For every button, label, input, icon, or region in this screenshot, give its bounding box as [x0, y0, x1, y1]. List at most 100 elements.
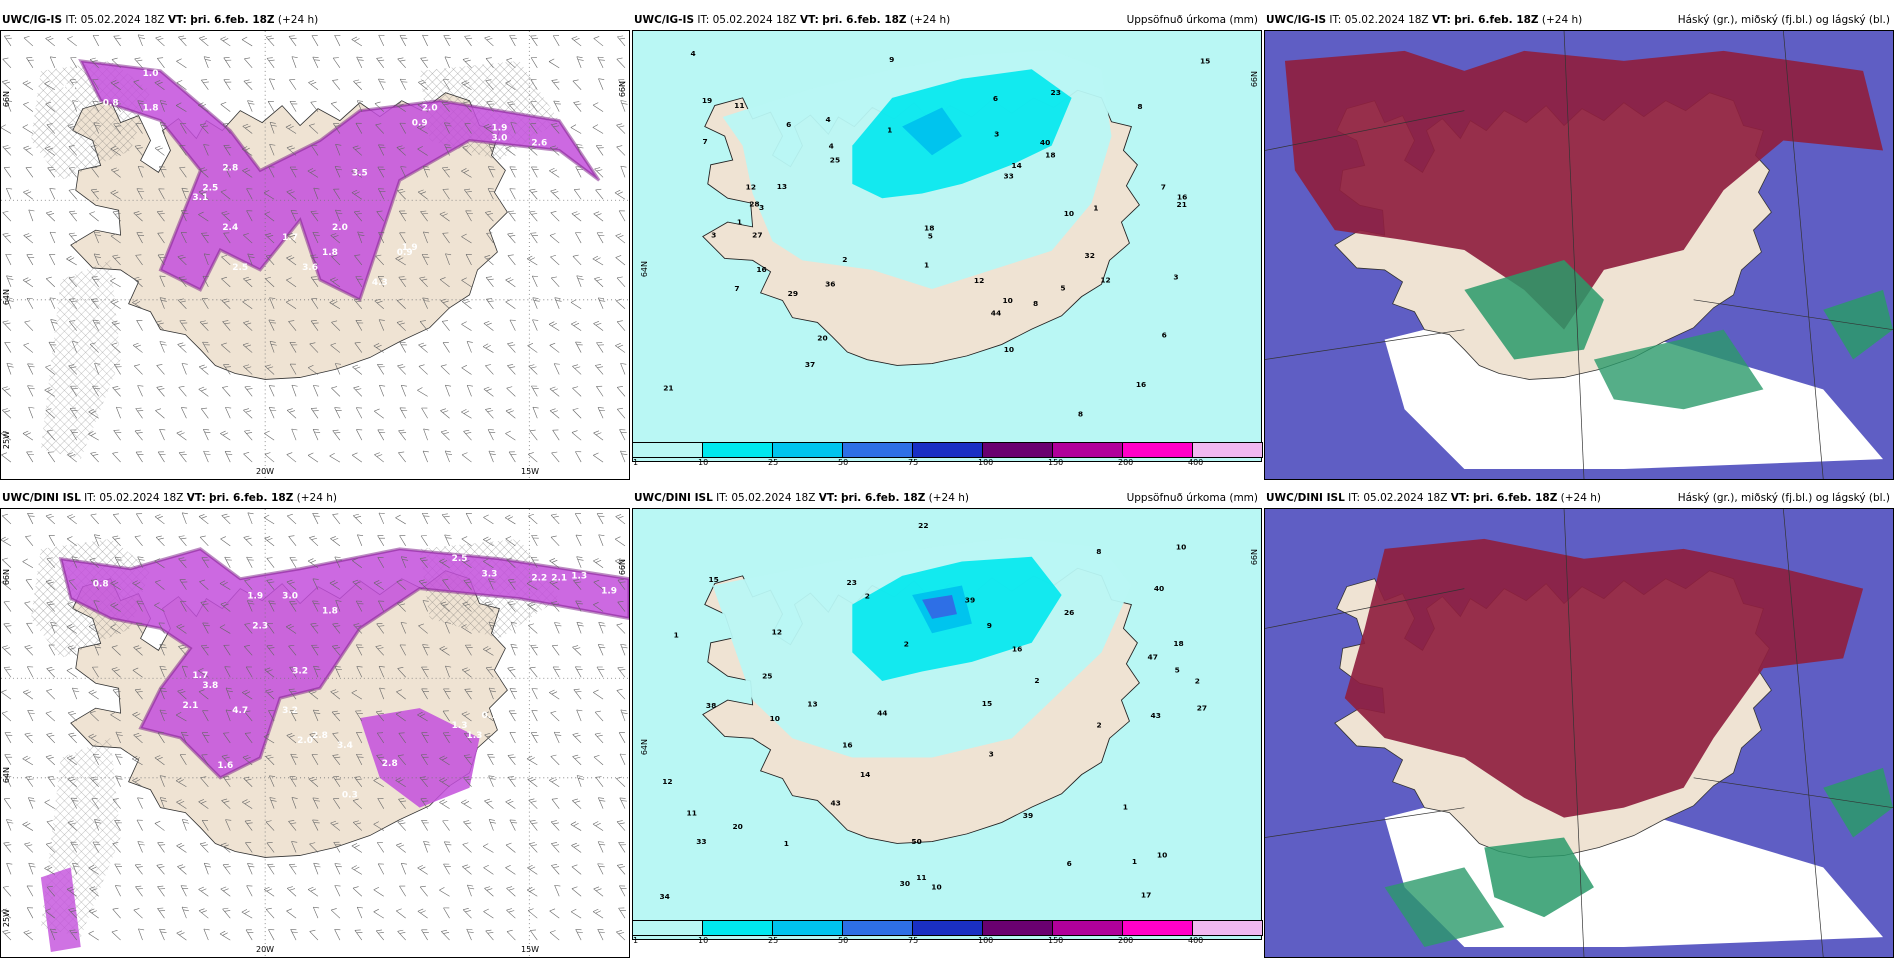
wind-barb [155, 408, 165, 419]
wind-barb [571, 36, 582, 47]
cloud-title: Háský (gr.), miðský (fj.bl.) og lágský (… [1677, 14, 1890, 26]
wind-barb [27, 513, 35, 525]
wind-barb [592, 821, 604, 831]
axis-label-66n: 66N [1250, 549, 1259, 566]
wind-barb [531, 557, 539, 568]
wind-barb [528, 623, 538, 634]
wind-barb [528, 513, 538, 525]
precip-amount-label: 16 [1012, 644, 1022, 653]
wind-barb [616, 623, 626, 634]
wind-barb [467, 884, 475, 897]
wind-barb [201, 298, 209, 309]
wind-barb [505, 799, 516, 809]
graticule [1265, 588, 1465, 629]
wind-barb [616, 688, 626, 700]
precip-value-label: 0.5 [247, 49, 263, 59]
wind-barb [335, 600, 342, 612]
wind-barb [88, 733, 99, 744]
wind-barb [398, 798, 407, 809]
wind-barb [482, 343, 494, 353]
wind-barb [483, 386, 494, 397]
accumulated-precip-map: 10 12 38 8 1 43 11 10 2 15 10 2 22 27 39 50 39 43 47 40 44 33… [632, 508, 1262, 940]
colorbar-swatch [1052, 920, 1123, 936]
wind-barb [571, 430, 582, 441]
wind-barb [507, 101, 516, 112]
wind-barb [310, 254, 319, 266]
wind-barb [379, 687, 386, 700]
wind-barb [307, 558, 319, 568]
wind-barb [201, 232, 209, 244]
wind-barb [488, 622, 496, 634]
wind-barb [439, 211, 450, 222]
wind-barb [398, 451, 406, 463]
wind-barb [376, 210, 385, 222]
map-svg [1265, 509, 1893, 957]
lead-time: (+24 h) [909, 14, 951, 26]
wind-barb [575, 534, 582, 546]
wind-barb [310, 407, 319, 419]
wind-barb [509, 819, 518, 831]
wind-barb [307, 452, 319, 463]
precip-amount-label: 3 [1173, 272, 1178, 281]
wind-barb [397, 57, 406, 69]
wind-barb [571, 842, 582, 853]
wind-barb [221, 254, 231, 266]
wind-barb [93, 600, 100, 612]
wind-barb [618, 841, 626, 853]
wind-barb [351, 168, 363, 178]
wind-barb [115, 775, 123, 787]
wind-barb [442, 232, 450, 244]
wind-barb [419, 557, 428, 568]
wind-barb [266, 842, 275, 853]
wind-barb [45, 101, 56, 112]
wind-barb [113, 363, 122, 375]
wind-barb [286, 408, 297, 419]
wind-barb [595, 188, 604, 200]
wind-barb [199, 167, 209, 178]
wind-barb [45, 364, 56, 375]
wind-barb [110, 277, 121, 288]
wind-barb [615, 233, 626, 244]
precip-value-label: 1.9 [491, 124, 507, 134]
wind-barb [137, 797, 144, 809]
wind-barb [48, 535, 56, 546]
wind-barb [529, 429, 538, 441]
colorbar-swatch [842, 442, 913, 458]
wind-barb [616, 776, 626, 787]
wind-barb [136, 320, 143, 331]
precip-value-label: 2.0 [332, 223, 348, 233]
wind-barb [332, 57, 341, 69]
precip-amount-label: 39 [965, 596, 975, 605]
wind-barb [617, 35, 626, 47]
wind-barb [265, 754, 275, 766]
wind-barb [444, 622, 451, 634]
wind-barb [288, 535, 297, 547]
graticule [1265, 329, 1465, 360]
precip-amount-label: 44 [877, 709, 887, 718]
wind-barb [423, 428, 430, 441]
wind-barb [442, 820, 450, 831]
wind-barb [136, 232, 145, 244]
precip-value-label: 2.0 [297, 736, 313, 746]
wind-barb [264, 430, 275, 441]
wind-barb [310, 320, 319, 331]
wind-barb [2, 885, 12, 897]
it-label: IT: [716, 492, 729, 504]
wind-barb [616, 386, 626, 397]
wind-barb [111, 320, 121, 331]
wind-barb [598, 622, 606, 634]
wind-barb [549, 342, 560, 353]
wind-barb [375, 254, 384, 266]
it-value: 05.02.2024 18Z [80, 14, 165, 26]
wind-barb [132, 711, 143, 722]
wind-barb [111, 667, 121, 678]
wind-barb [530, 644, 539, 656]
cloud-cover-map [1264, 30, 1894, 480]
wind-barb [46, 211, 56, 222]
wind-barb [223, 363, 231, 375]
wind-barb [199, 320, 209, 331]
wind-barb [68, 145, 77, 156]
wind-barb [441, 513, 450, 525]
wind-barb [290, 710, 298, 722]
wind-barb [440, 601, 450, 612]
